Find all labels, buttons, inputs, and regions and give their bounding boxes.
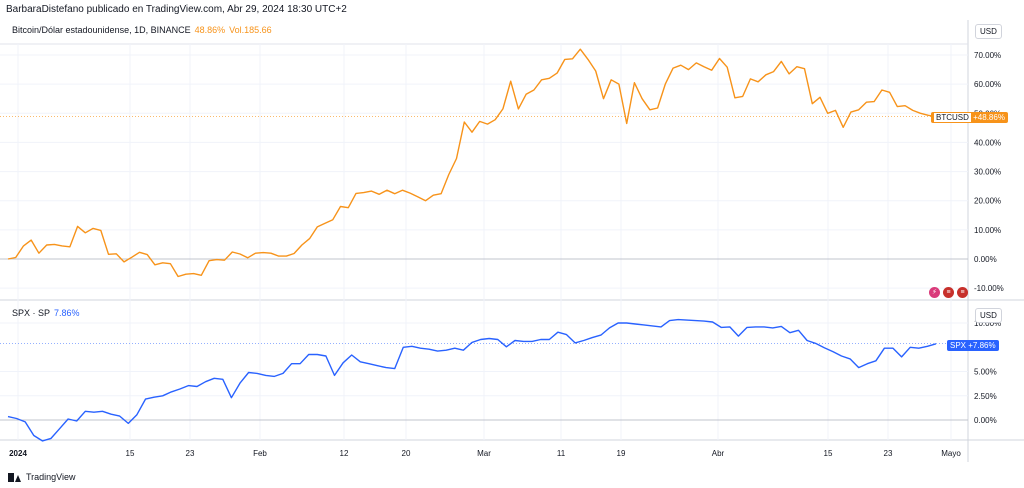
pane2-legend: SPX · SP 7.86% [12,308,80,318]
spx-badge-label: SPX [950,341,967,350]
btc-y-tick-label: 10.00% [974,226,1001,235]
x-tick-label: 2024 [9,449,27,458]
x-tick-label: 20 [402,449,411,458]
btc-y-tick-label: 30.00% [974,168,1001,177]
publication-header: BarbaraDistefano publicado en TradingVie… [6,4,347,15]
tradingview-logo-icon [8,472,22,482]
btcusd-price-badge: BTCUSD +48.86% [931,112,1008,123]
spx-y-tick-label: 5.00% [974,368,997,377]
x-tick-label: 15 [824,449,833,458]
x-tick-label: Mayo [941,449,961,458]
x-tick-label: 19 [617,449,626,458]
btc-series-line [7,48,937,278]
x-tick-label: 11 [557,449,566,458]
pane1-legend-vol: Vol.185.66 [229,25,272,35]
x-tick-label: Abr [712,449,725,458]
pane1-legend: Bitcoin/Dólar estadounidense, 1D, BINANC… [12,25,272,35]
x-tick-label: 23 [884,449,893,458]
pane1-currency-button[interactable]: USD [975,24,1002,39]
btcusd-badge-value: +48.86% [973,113,1005,122]
btc-y-tick-label: 70.00% [974,51,1001,60]
x-tick-label: 23 [186,449,195,458]
btc-y-tick-label: 0.00% [974,255,997,264]
x-tick-label: 12 [340,449,349,458]
lightning-icon[interactable]: ⚡ [929,287,940,298]
pane2-legend-value: 7.86% [54,308,80,318]
x-tick-label: Feb [253,449,267,458]
pane1-legend-value: 48.86% [194,25,226,35]
pane2-legend-label: SPX · SP [12,308,51,318]
us-flag-icon[interactable]: ≡ [957,287,968,298]
pane1-legend-label: Bitcoin/Dólar estadounidense, 1D, BINANC… [12,25,191,35]
btc-y-tick-label: 20.00% [974,197,1001,206]
btc-y-tick-label: -10.00% [974,284,1004,293]
btc-y-tick-label: 40.00% [974,138,1001,147]
footer[interactable]: TradingView [8,472,76,482]
x-tick-label: 15 [126,449,135,458]
us-flag-icon[interactable]: ≡ [943,287,954,298]
btc-y-tick-label: 60.00% [974,80,1001,89]
spx-y-tick-label: 0.00% [974,416,997,425]
btcusd-badge-label: BTCUSD [934,113,971,122]
pane2-currency-button[interactable]: USD [975,308,1002,323]
spx-price-badge: SPX +7.86% [947,340,999,351]
spx-y-tick-label: 10.00% [974,319,1001,328]
x-tick-label: Mar [477,449,491,458]
spx-badge-value: +7.86% [968,341,996,350]
spx-y-tick-label: 2.50% [974,392,997,401]
spx-series-line [7,318,937,442]
footer-brand: TradingView [26,472,76,482]
